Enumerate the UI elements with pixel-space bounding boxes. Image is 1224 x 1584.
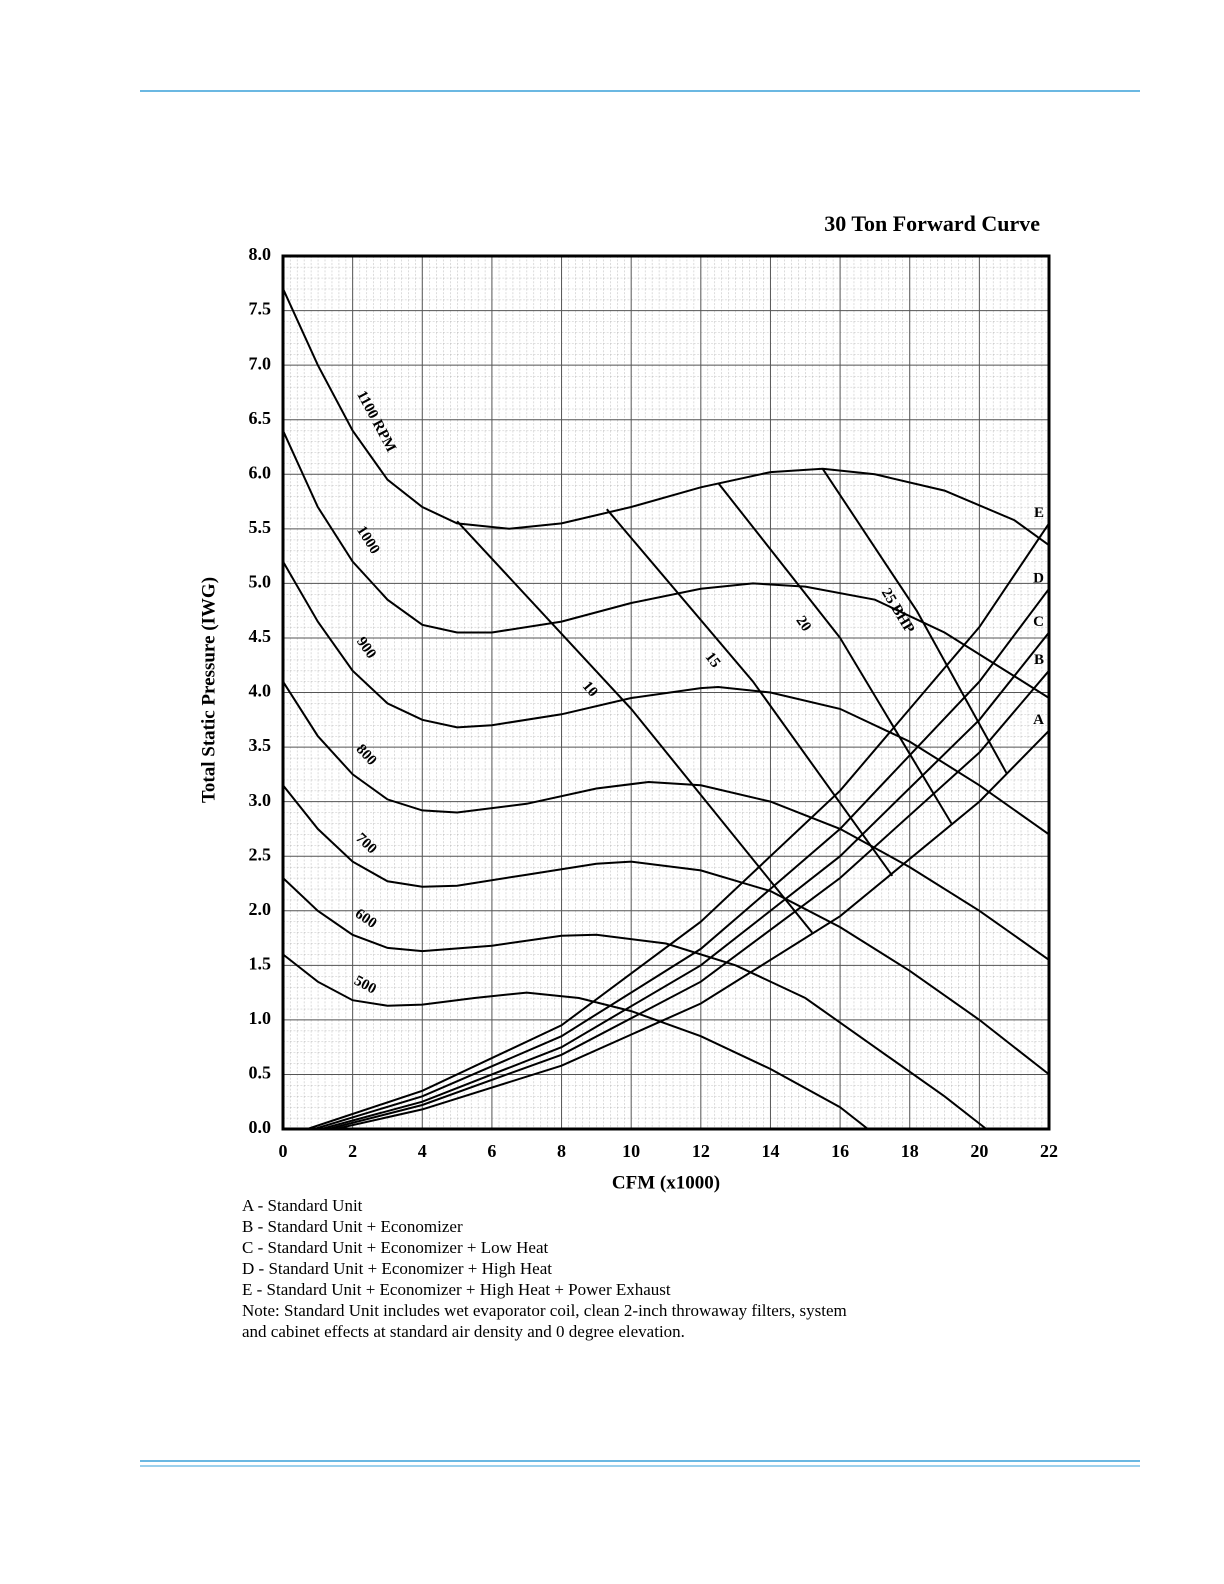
x-tick-label: 22 (1040, 1141, 1058, 1161)
y-tick-label: 1.5 (249, 953, 272, 973)
x-tick-label: 20 (970, 1141, 988, 1161)
y-tick-label: 3.0 (249, 790, 272, 810)
x-tick-label: 4 (418, 1141, 427, 1161)
x-tick-label: 10 (622, 1141, 640, 1161)
y-tick-label: 2.5 (249, 844, 272, 864)
y-tick-label: 6.5 (249, 408, 272, 428)
y-tick-label: 6.0 (249, 462, 272, 482)
curve (282, 560, 1050, 836)
curve-label: C (1033, 614, 1044, 630)
x-tick-label: 8 (557, 1141, 566, 1161)
curve (456, 520, 813, 934)
note-line: D - Standard Unit + Economizer + High He… (242, 1259, 552, 1278)
curve (282, 681, 1050, 961)
curve-label: B (1034, 652, 1044, 668)
curve (328, 670, 1050, 1130)
x-tick-label: 16 (831, 1141, 849, 1161)
y-tick-label: 5.0 (249, 572, 272, 592)
curve (717, 482, 953, 825)
curve-label: D (1033, 570, 1044, 586)
x-tick-label: 12 (692, 1141, 710, 1161)
curve-label: E (1034, 505, 1044, 521)
curve (282, 953, 869, 1130)
x-tick-label: 14 (761, 1141, 779, 1161)
y-tick-label: 0.0 (249, 1117, 272, 1137)
x-tick-label: 18 (901, 1141, 919, 1161)
y-axis-label: Total Static Pressure (IWG) (198, 577, 219, 803)
curve (314, 588, 1050, 1130)
curve (334, 729, 1050, 1130)
curve-label: A (1033, 712, 1044, 728)
y-tick-label: 5.5 (249, 517, 272, 537)
x-tick-label: 2 (348, 1141, 357, 1161)
y-tick-label: 1.0 (249, 1008, 272, 1028)
y-tick-label: 4.5 (249, 626, 272, 646)
note-line: B - Standard Unit + Economizer (242, 1217, 463, 1236)
notes: A - Standard Unit B - Standard Unit + Eco… (242, 1196, 847, 1341)
y-tick-label: 0.5 (249, 1063, 272, 1083)
curve-label: 20 (792, 613, 814, 634)
y-tick-label: 2.0 (249, 899, 272, 919)
y-tick-label: 3.5 (249, 735, 272, 755)
note-line: E - Standard Unit + Economizer + High He… (242, 1280, 671, 1299)
curve (282, 288, 1050, 547)
curve (321, 631, 1050, 1130)
curve (606, 508, 894, 877)
y-tick-label: 8.0 (249, 244, 272, 264)
plot-frame (281, 254, 1051, 1131)
note-line: C - Standard Unit + Economizer + Low Hea… (242, 1238, 548, 1257)
y-tick-label: 7.0 (249, 353, 272, 373)
note-line: and cabinet effects at standard air dens… (242, 1322, 685, 1341)
note-line: A - Standard Unit (242, 1196, 363, 1215)
note-line: Note: Standard Unit includes wet evapora… (242, 1301, 847, 1320)
x-axis-label: CFM (x1000) (612, 1172, 720, 1193)
x-tick-label: 6 (487, 1141, 496, 1161)
curve (282, 430, 1050, 699)
chart-title: 30 Ton Forward Curve (824, 211, 1040, 236)
x-tick-label: 0 (279, 1141, 288, 1161)
y-tick-label: 7.5 (249, 299, 272, 319)
y-tick-label: 4.0 (249, 681, 272, 701)
curve (821, 468, 1009, 775)
curve (282, 784, 1050, 1076)
curve (307, 522, 1050, 1130)
curve (282, 877, 987, 1130)
